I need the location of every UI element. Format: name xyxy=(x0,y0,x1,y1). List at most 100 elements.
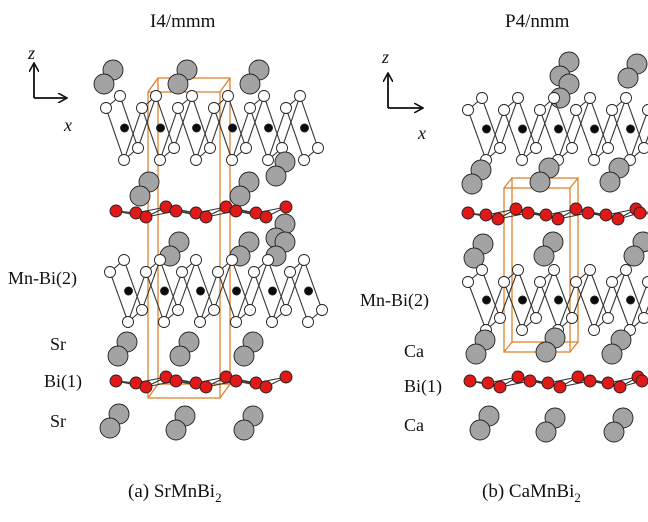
bond xyxy=(231,107,251,161)
bi2-atom xyxy=(284,266,296,278)
unit-cell-edge xyxy=(569,177,579,189)
mn-bi2-label-b: Mn-Bi(2) xyxy=(360,290,429,310)
bond xyxy=(123,259,143,311)
bi2-atom xyxy=(570,276,582,288)
bond xyxy=(109,271,129,323)
camnbi2-structure xyxy=(461,51,648,443)
bi2-atom xyxy=(248,266,260,278)
unit-cell-edge xyxy=(147,77,159,93)
bi2-atom xyxy=(476,264,488,276)
bi2-atom xyxy=(132,142,144,154)
bi2-atom xyxy=(512,264,524,276)
ca-atom xyxy=(463,247,485,269)
bi1-atom xyxy=(199,210,213,224)
bond xyxy=(589,97,609,149)
bond xyxy=(539,281,559,331)
axes-icon-a xyxy=(34,64,66,98)
bi2-atom xyxy=(494,312,506,324)
sr-atom xyxy=(265,165,287,187)
z-axis-label-b: z xyxy=(382,47,390,67)
bi1-atom xyxy=(461,206,475,220)
bi2-atom xyxy=(280,304,292,316)
bi2-atom xyxy=(516,154,528,166)
ca-atom xyxy=(535,421,557,443)
bond xyxy=(557,109,577,161)
unit-cell-edge xyxy=(219,77,231,93)
bi1-atom xyxy=(633,206,647,220)
bi2-atom xyxy=(258,90,270,102)
ca-atom xyxy=(529,171,551,193)
bi2-atom xyxy=(534,104,546,116)
mn-atom xyxy=(264,123,273,133)
bi2-atom xyxy=(602,312,614,324)
sr-atom xyxy=(167,73,189,95)
bi2-atom xyxy=(548,264,560,276)
bi1-atom xyxy=(553,380,567,394)
bi1-atom xyxy=(481,376,495,390)
bi2-atom xyxy=(240,142,252,154)
ca-atom xyxy=(617,67,639,89)
bond xyxy=(303,259,323,311)
bond xyxy=(503,281,523,331)
bond xyxy=(517,269,537,319)
mn-bi2-label-a: Mn-Bi(2) xyxy=(8,268,77,288)
mn-atom xyxy=(300,123,309,133)
bond xyxy=(285,107,305,161)
bi1-atom xyxy=(569,202,583,216)
bond xyxy=(643,135,648,149)
bi1-atom xyxy=(199,380,213,394)
bond xyxy=(625,97,645,149)
bi2-atom xyxy=(462,104,474,116)
sr-label-lower: Sr xyxy=(50,411,67,431)
bi2-atom xyxy=(476,92,488,104)
mn-atom xyxy=(160,286,169,296)
bond xyxy=(159,259,179,311)
bond xyxy=(481,269,501,319)
mn-atom xyxy=(554,295,563,305)
bi2-atom xyxy=(154,154,166,166)
sr-atom xyxy=(239,73,261,95)
x-axis-label-b: x xyxy=(418,123,426,143)
bi2-atom xyxy=(118,254,130,266)
bi2-atom xyxy=(494,142,506,154)
bond xyxy=(105,107,125,161)
bi2-atom xyxy=(602,142,614,154)
bi2-atom xyxy=(588,154,600,166)
bi2-atom xyxy=(584,264,596,276)
bi2-atom xyxy=(154,254,166,266)
bond xyxy=(485,109,505,161)
bi1-atom xyxy=(601,376,615,390)
bond xyxy=(299,95,319,149)
srmnbi2-structure xyxy=(93,59,328,441)
bond xyxy=(123,107,143,161)
bi2-atom xyxy=(172,102,184,114)
bi1-atom xyxy=(109,374,123,388)
ca-atom xyxy=(623,245,645,267)
bi1-atom xyxy=(539,208,553,222)
bond xyxy=(611,281,631,331)
bond xyxy=(249,107,269,161)
bi2-atom xyxy=(530,142,542,154)
bi2-atom xyxy=(190,254,202,266)
bi2-atom xyxy=(266,316,278,328)
bond xyxy=(253,271,273,323)
bi2-atom xyxy=(584,92,596,104)
bi2-atom xyxy=(186,90,198,102)
bond xyxy=(271,271,291,323)
bi2-atom xyxy=(136,304,148,316)
bond xyxy=(553,97,573,149)
bi2-atom xyxy=(262,154,274,166)
bi2-atom xyxy=(566,142,578,154)
unit-cell-edge xyxy=(219,383,231,399)
ca-atom xyxy=(601,343,623,365)
bi2-atom xyxy=(100,102,112,114)
bi2-atom xyxy=(498,276,510,288)
bi2-atom xyxy=(642,276,648,288)
bi2-atom xyxy=(548,92,560,104)
bond xyxy=(199,271,219,323)
bi2-atom xyxy=(176,266,188,278)
bi1-atom xyxy=(599,208,613,222)
bond xyxy=(195,259,215,311)
bond xyxy=(177,107,197,161)
